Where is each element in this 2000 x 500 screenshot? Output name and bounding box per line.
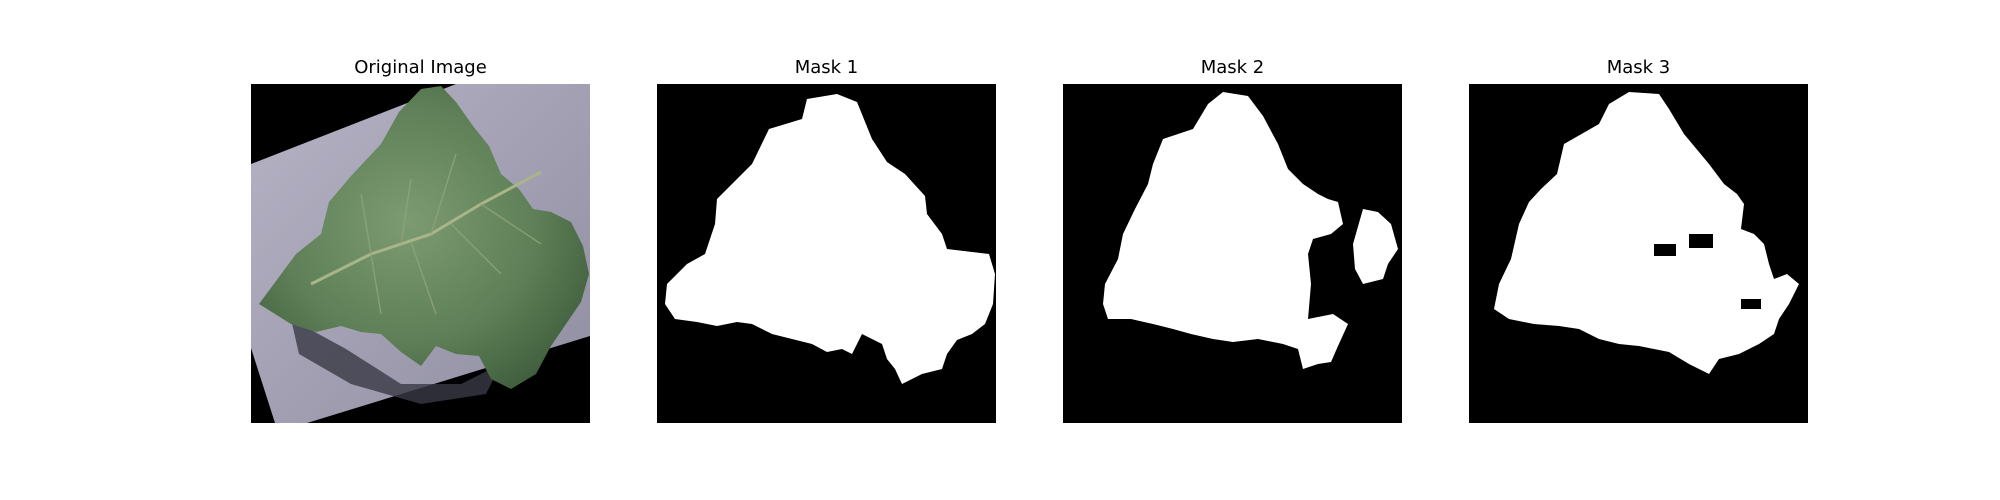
mask-1-image <box>657 84 996 423</box>
panel-title: Mask 2 <box>1200 57 1265 78</box>
mask-2-image <box>1063 84 1402 423</box>
mask-1-panel: Mask 1 <box>657 56 996 423</box>
panel-title: Mask 1 <box>794 57 859 78</box>
mask-3-panel: Mask 3 <box>1469 56 1808 423</box>
leaf-shadow <box>291 319 501 404</box>
mask-2-secondary-region <box>1353 209 1398 284</box>
mask-3-region <box>1494 92 1799 374</box>
mask-2-panel: Mask 2 <box>1063 56 1402 423</box>
panel-title: Original Image <box>354 57 487 78</box>
mask-1-region <box>665 94 995 384</box>
original-image-panel: Original Image <box>251 56 590 423</box>
original-leaf-photo <box>251 84 590 423</box>
mask-2-region <box>1103 92 1348 369</box>
mask-3-image <box>1469 84 1808 423</box>
panel-title: Mask 3 <box>1606 57 1671 78</box>
